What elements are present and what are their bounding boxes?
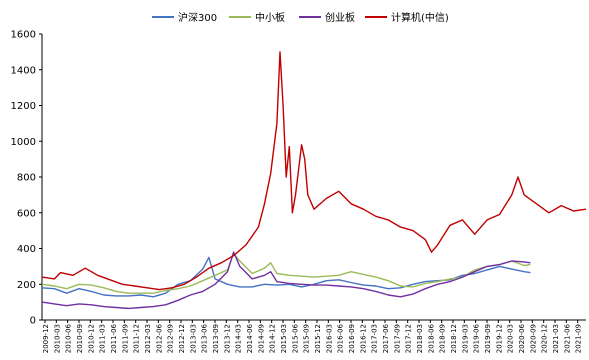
y-tick-label: 1600 [11,30,36,41]
x-tick-label: 2019-12 [495,324,503,353]
x-tick-label: 2012-12 [178,324,186,353]
x-tick-label: 2010-06 [65,323,73,353]
x-tick-label: 2015-06 [291,323,299,353]
x-tick-label: 2013-12 [223,324,231,353]
series-line-4 [41,51,587,291]
x-tick-label: 2013-06 [201,323,209,353]
x-tick-label: 2014-06 [246,323,254,353]
x-tick-label: 2009-12 [42,324,50,353]
x-tick-label: 2012-03 [144,324,152,353]
legend-label-1: 沪深300 [178,11,217,24]
x-tick-label: 2010-12 [87,324,95,353]
x-tick-label: 2010-03 [53,324,61,353]
x-tick-label: 2021-06 [563,323,571,353]
x-tick-label: 2010-09 [76,324,84,353]
x-tick-label: 2011-03 [99,324,107,353]
x-tick-label: 2016-06 [337,323,345,353]
x-tick-label: 2019-09 [484,324,492,353]
x-tick-label: 2018-06 [427,323,435,353]
x-tick-label: 2021-03 [552,324,560,353]
y-tick-label: 1400 [11,65,36,76]
legend-label-4: 计算机(中信) [391,11,449,24]
x-tick-label: 2014-09 [257,324,265,353]
x-tick-label: 2016-12 [359,324,367,353]
x-tick-label: 2015-03 [280,324,288,353]
y-tick-label: 600 [17,208,36,219]
legend: 沪深300 中小板 创业板 计算机(中信) [152,11,449,24]
x-tick-label: 2017-09 [393,324,401,353]
x-tick-label: 2014-03 [235,324,243,353]
x-tick-label: 2020-09 [529,324,537,353]
x-tick-label: 2011-06 [110,323,118,353]
x-tick-label: 2014-12 [269,324,277,353]
y-tick-label: 1200 [11,101,36,112]
y-tick-label: 400 [17,244,36,255]
y-tick-label: 800 [17,173,36,184]
x-tick-label: 2013-03 [189,324,197,353]
x-tick-label: 2021-09 [575,324,583,353]
series-lines [41,51,587,310]
x-tick-label: 2018-03 [416,324,424,353]
legend-label-2: 中小板 [255,11,285,24]
y-tick-label: 0 [30,316,36,327]
x-tick-label: 2015-09 [303,324,311,353]
x-tick-label: 2020-12 [541,324,549,353]
y-tick-label: 1000 [11,137,36,148]
series-line-3 [41,251,531,310]
x-tick-label: 2018-09 [439,324,447,353]
x-tick-label: 2020-06 [518,323,526,353]
x-tick-label: 2011-09 [121,324,129,353]
legend-label-3: 创业板 [325,11,355,24]
x-tick-label: 2012-06 [155,323,163,353]
x-tick-label: 2019-03 [461,324,469,353]
x-tick-label: 2015-12 [314,324,322,353]
x-tick-label: 2019-06 [473,323,481,353]
x-tick-label: 2017-03 [371,324,379,353]
x-tick-label: 2017-06 [382,323,390,353]
x-tick-label: 2012-09 [167,324,175,353]
y-tick-label: 200 [17,280,36,291]
x-tick-label: 2011-12 [133,324,141,353]
x-tick-label: 2013-09 [212,324,220,353]
x-tick-label: 2020-03 [507,324,515,353]
x-tick-label: 2018-12 [450,324,458,353]
series-line-2 [41,253,531,294]
x-tick-label: 2017-12 [405,324,413,353]
x-tick-label: 2016-03 [325,324,333,353]
x-tick-label: 2016-09 [348,324,356,353]
